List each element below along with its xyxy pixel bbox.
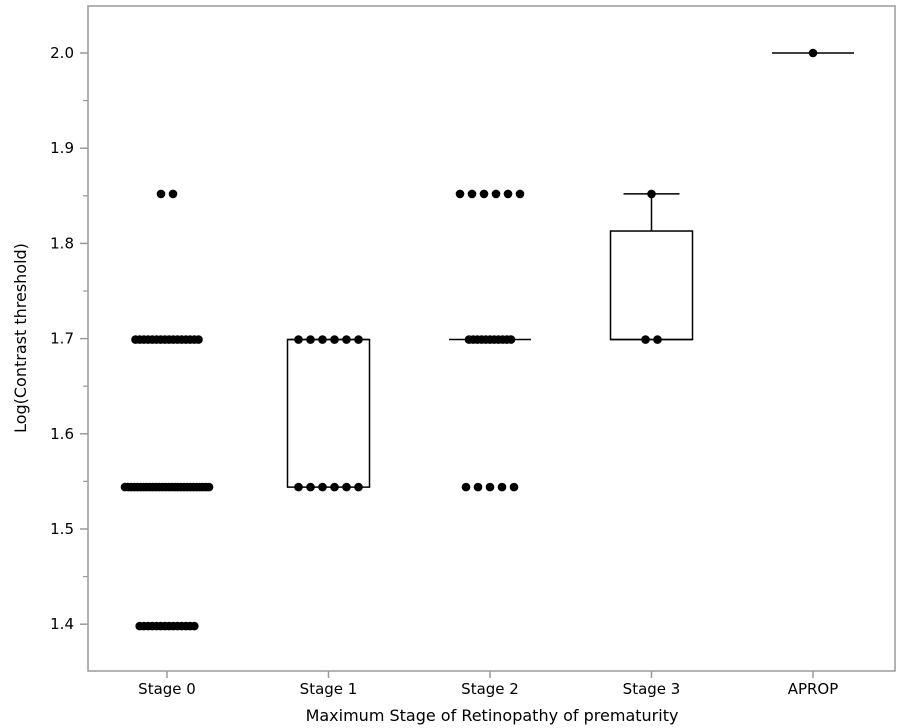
box-iqr bbox=[609, 230, 694, 341]
x-tick-label: Stage 2 bbox=[461, 680, 519, 698]
x-tick-label: APROP bbox=[788, 680, 839, 698]
x-tick-label: Stage 0 bbox=[138, 680, 196, 698]
y-tick-label: 1.7 bbox=[50, 330, 74, 348]
y-axis: 1.4 1.5 1.6 1.7 1.8 1.9 2.0 bbox=[50, 44, 88, 633]
data-point bbox=[168, 189, 178, 199]
data-point bbox=[497, 482, 507, 492]
plot-area bbox=[120, 48, 854, 631]
data-point bbox=[515, 189, 525, 199]
y-tick-label: 1.9 bbox=[50, 139, 74, 157]
data-point bbox=[156, 189, 166, 199]
group-stage-0 bbox=[120, 189, 214, 631]
data-point bbox=[641, 335, 650, 344]
group-stage-3 bbox=[609, 189, 694, 344]
data-point bbox=[509, 482, 519, 492]
y-tick-label: 1.5 bbox=[50, 520, 74, 538]
data-point bbox=[318, 482, 327, 492]
y-tick-label: 1.4 bbox=[50, 615, 74, 633]
data-point bbox=[647, 189, 656, 199]
data-point bbox=[491, 189, 501, 199]
x-tick-label: Stage 1 bbox=[300, 680, 358, 698]
y-tick-label: 1.6 bbox=[50, 425, 74, 443]
data-point bbox=[485, 482, 495, 492]
data-point bbox=[354, 335, 363, 344]
data-point bbox=[330, 482, 339, 492]
data-point bbox=[204, 482, 214, 492]
data-point bbox=[461, 482, 471, 492]
x-tick-label: Stage 3 bbox=[623, 680, 681, 698]
data-point bbox=[342, 482, 351, 492]
data-point bbox=[467, 189, 477, 199]
group-aprop bbox=[772, 48, 854, 58]
group-stage-2 bbox=[449, 189, 531, 492]
data-point bbox=[190, 621, 199, 631]
data-point bbox=[306, 335, 315, 344]
data-point bbox=[455, 189, 465, 199]
data-point bbox=[354, 482, 363, 492]
data-point bbox=[808, 48, 818, 58]
y-tick-label: 1.8 bbox=[50, 234, 74, 252]
x-axis-title: Maximum Stage of Retinopathy of prematur… bbox=[306, 706, 679, 725]
data-point bbox=[306, 482, 315, 492]
data-point bbox=[506, 335, 516, 344]
box-iqr bbox=[286, 338, 371, 488]
x-axis: Stage 0 Stage 1 Stage 2 Stage 3 APROP bbox=[138, 671, 838, 698]
data-point bbox=[294, 482, 303, 492]
data-point bbox=[194, 335, 203, 344]
data-point bbox=[503, 189, 513, 199]
data-point bbox=[479, 189, 489, 199]
data-point bbox=[473, 482, 483, 492]
data-point bbox=[330, 335, 339, 344]
data-point bbox=[653, 335, 662, 344]
group-stage-1 bbox=[286, 335, 371, 492]
data-point bbox=[294, 335, 303, 344]
y-axis-title: Log(Contrast threshold) bbox=[11, 243, 30, 433]
data-point bbox=[318, 335, 327, 344]
y-tick-label: 2.0 bbox=[50, 44, 74, 62]
data-point bbox=[342, 335, 351, 344]
